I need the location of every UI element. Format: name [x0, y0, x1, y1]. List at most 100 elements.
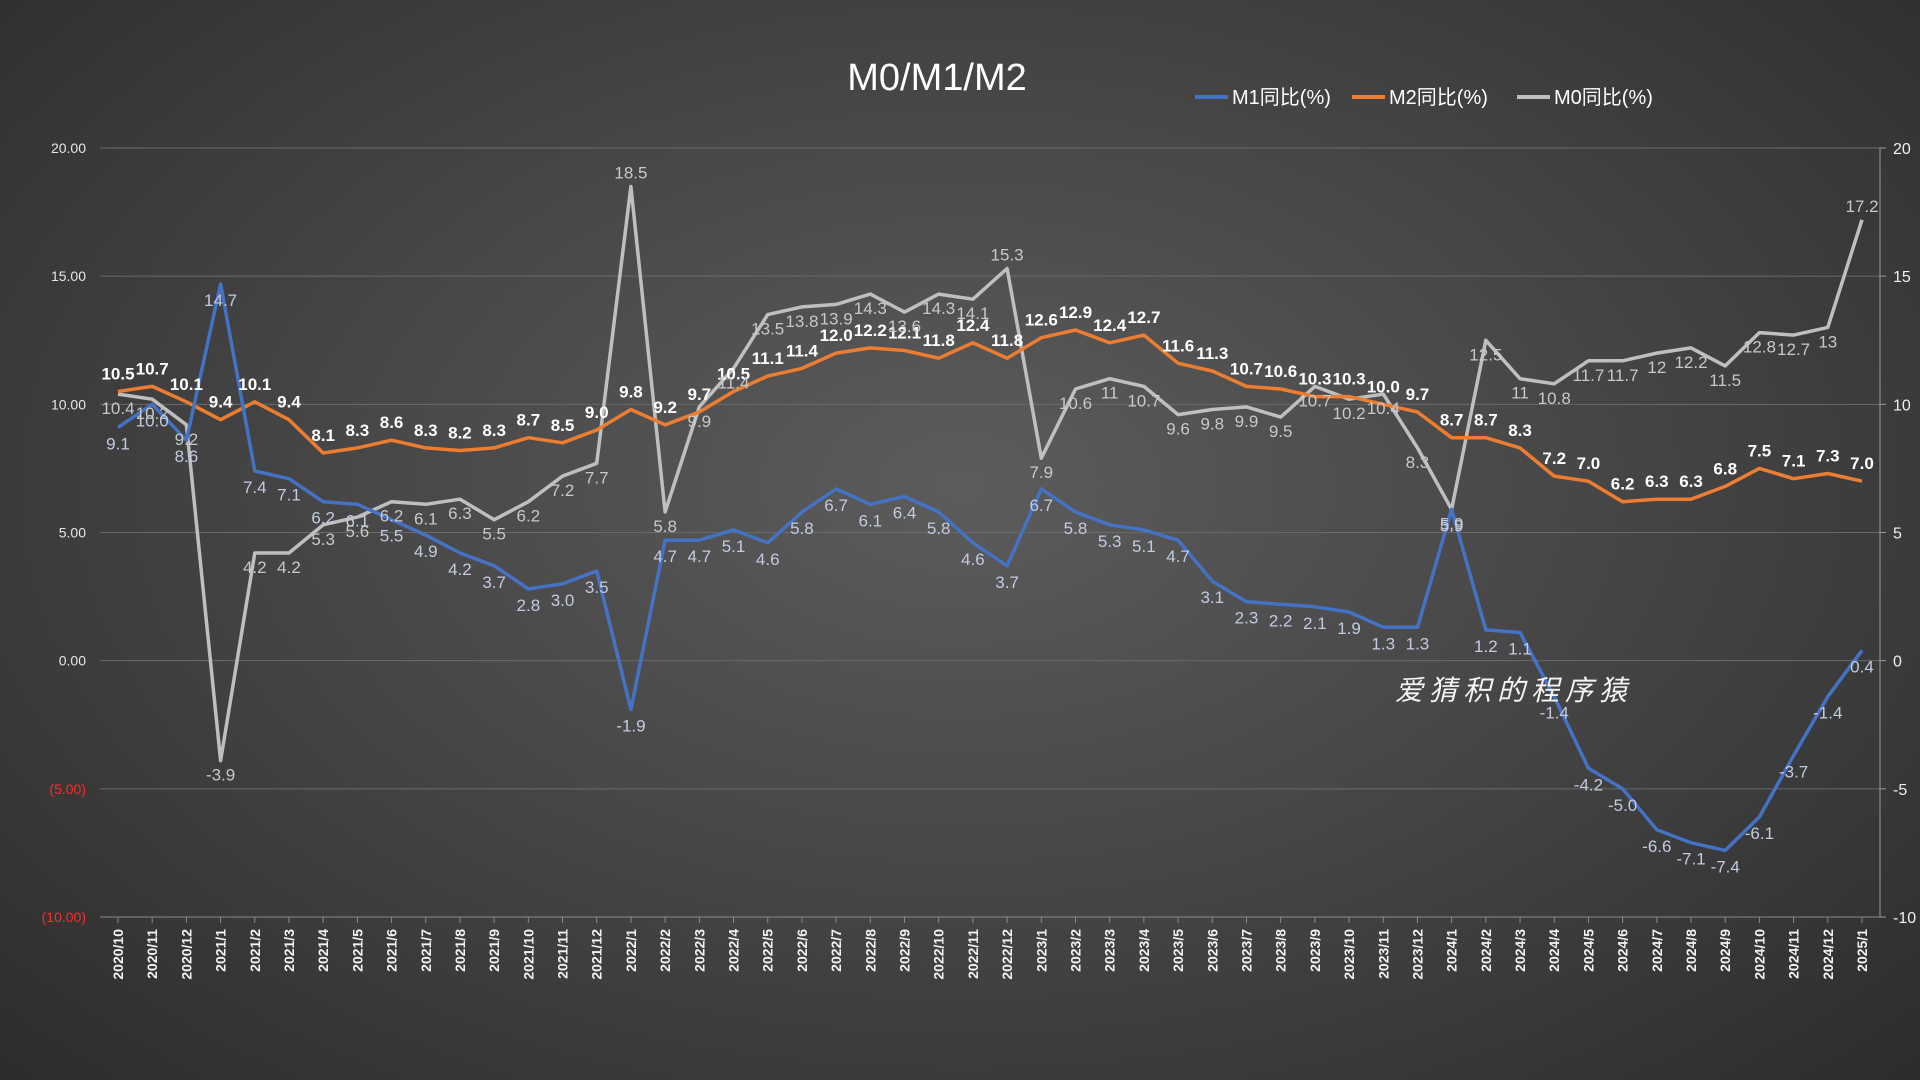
data-label-m1: 1.9 [1337, 619, 1361, 638]
x-tick-label: 2021/7 [418, 929, 434, 972]
x-tick-label: 2024/6 [1615, 929, 1631, 972]
data-label-m2: 11.8 [991, 331, 1023, 350]
data-label-m2: 11.6 [1162, 336, 1194, 355]
x-tick-label: 2024/1 [1444, 929, 1460, 972]
data-label-m1: 3.1 [1200, 588, 1224, 607]
data-label-m2: 8.3 [414, 421, 438, 440]
data-label-m0: 14.1 [956, 304, 989, 323]
data-label-m1: 7.1 [277, 486, 301, 505]
data-label-m0: 9.9 [688, 412, 712, 431]
x-tick-label: 2023/3 [1102, 929, 1118, 972]
data-label-m0: 10.2 [136, 404, 169, 423]
data-label-m1: 7.4 [243, 478, 267, 497]
x-tick-label: 2023/10 [1341, 929, 1357, 980]
data-label-m2: 6.3 [1679, 472, 1703, 491]
data-label-m0: 11 [1101, 384, 1119, 403]
data-label-m0: 12.2 [1674, 353, 1707, 372]
x-tick-label: 2022/7 [828, 929, 844, 972]
data-label-m1: 4.2 [448, 560, 472, 579]
data-label-m0: 10.7 [1298, 391, 1331, 410]
data-label-m0: 13.5 [751, 320, 784, 339]
x-tick-label: 2021/6 [384, 929, 400, 972]
data-label-m2: 9.7 [688, 385, 712, 404]
data-label-m1: -6.6 [1642, 837, 1671, 856]
data-label-m1: 6.4 [893, 504, 917, 523]
data-label-m0: 13.8 [785, 312, 818, 331]
data-label-m2: 8.7 [1474, 411, 1498, 430]
data-label-m0: 4.2 [243, 558, 267, 577]
data-label-m0: 11.4 [718, 373, 750, 392]
data-label-m2: 11.3 [1196, 344, 1228, 363]
data-label-m0: 5.3 [311, 530, 335, 549]
data-label-m2: 10.3 [1333, 370, 1366, 389]
data-label-m2: 7.5 [1748, 441, 1772, 460]
data-label-m2: 7.3 [1816, 447, 1840, 466]
data-label-m0: 10.7 [1127, 391, 1160, 410]
x-tick-label: 2022/6 [794, 929, 810, 972]
data-label-m1: 2.2 [1269, 611, 1293, 630]
watermark: 爱猜积的程序猿 [1395, 674, 1633, 707]
data-label-m2: 8.6 [380, 413, 404, 432]
data-label-m1: 5.1 [722, 537, 746, 556]
x-tick-label: 2024/12 [1820, 929, 1836, 980]
x-tick-label: 2021/5 [349, 929, 365, 972]
series-lines [117, 184, 1864, 853]
x-tick-label: 2022/8 [862, 929, 878, 972]
data-label-m2: 10.7 [136, 359, 169, 378]
data-label-m2: 7.1 [1782, 452, 1806, 471]
data-label-m1: -3.7 [1779, 763, 1808, 782]
y-left-tick-label: 20.00 [51, 140, 86, 156]
data-label-m0: 12 [1647, 358, 1666, 377]
data-label-m0: 7.2 [551, 481, 575, 500]
x-tick-label: 2021/8 [452, 929, 468, 972]
data-label-m2: 8.7 [517, 411, 541, 430]
data-label-m2: 12.0 [820, 326, 853, 345]
x-tick-label: 2023/8 [1273, 929, 1289, 972]
data-label-m0: 14.3 [922, 299, 955, 318]
x-tick-label: 2022/5 [760, 929, 776, 972]
data-label-m1: 5.8 [790, 519, 814, 538]
data-label-m1: 9.1 [106, 434, 130, 453]
data-label-m0: 8.3 [1406, 453, 1430, 472]
data-label-m2: 8.3 [482, 421, 506, 440]
data-label-m1: -4.2 [1574, 775, 1603, 794]
data-label-m1: 4.7 [1166, 547, 1190, 566]
data-label-m0: 6.2 [380, 507, 404, 526]
data-label-m1: -1.9 [616, 716, 645, 735]
data-label-m2: 11.1 [752, 349, 784, 368]
data-label-m1: 8.6 [175, 447, 199, 466]
data-label-m2: 7.2 [1542, 449, 1566, 468]
data-label-m2: 11.4 [786, 341, 819, 360]
data-label-m1: 6.1 [346, 511, 370, 530]
data-label-m0: 9.5 [1269, 422, 1293, 441]
data-label-m1: -7.1 [1676, 850, 1705, 869]
data-label-m2: 9.7 [1406, 385, 1430, 404]
data-label-m2: 8.5 [551, 416, 575, 435]
data-label-m2: 8.1 [311, 426, 335, 445]
data-label-m1: -7.4 [1711, 857, 1740, 876]
data-label-m1: 2.1 [1303, 614, 1327, 633]
data-label-m0: 10.8 [1538, 389, 1571, 408]
data-label-m0: 6.3 [448, 504, 472, 523]
x-tick-label: 2023/7 [1238, 929, 1254, 972]
x-tick-label: 2023/6 [1204, 929, 1220, 972]
data-label-m2: 12.1 [888, 324, 921, 343]
data-label-m2: 6.3 [1645, 472, 1669, 491]
data-label-m1: 6.7 [824, 496, 848, 515]
x-tick-label: 2022/2 [657, 929, 673, 972]
data-label-m1: 3.0 [551, 591, 575, 610]
data-label-m1: 2.8 [517, 596, 541, 615]
data-label-m2: 10.0 [1367, 377, 1400, 396]
data-label-m2: 12.4 [1093, 316, 1127, 335]
x-tick-label: 2024/11 [1786, 929, 1802, 979]
series-line-m2 [117, 328, 1863, 504]
x-tick-label: 2025/1 [1854, 929, 1870, 972]
data-label-m0: 11.5 [1709, 371, 1741, 390]
x-tick-label: 2022/4 [726, 929, 742, 972]
x-tick-label: 2024/2 [1478, 929, 1494, 972]
y-left-tick-label: 5.00 [59, 525, 86, 541]
x-tick-label: 2024/9 [1717, 929, 1733, 972]
data-label-m2: 8.3 [346, 421, 370, 440]
chart-title: M0/M1/M2 [847, 57, 1026, 99]
